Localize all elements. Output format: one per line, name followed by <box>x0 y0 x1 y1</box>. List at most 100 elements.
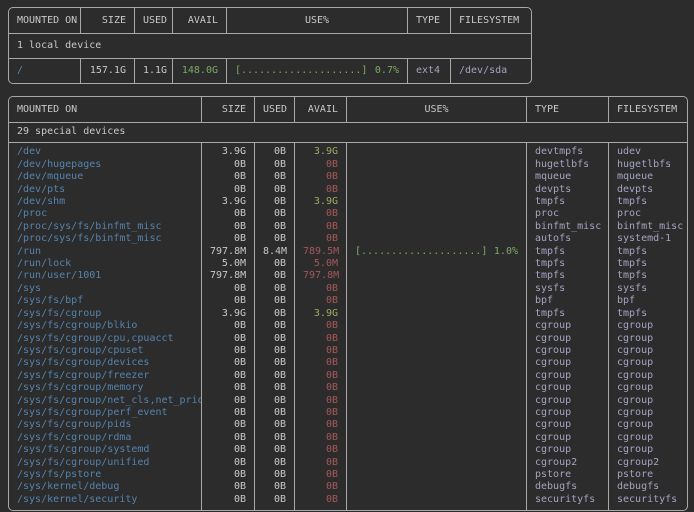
table-row: /sys/fs/cgroup/freezer 0B 0B 0B cgroup c… <box>9 369 687 383</box>
use-percent-cell <box>346 233 526 246</box>
use-percent-cell <box>346 481 526 494</box>
type-cell: cgroup <box>526 406 608 420</box>
avail-cell: 0B <box>294 220 346 234</box>
mount-point-cell: /sys/fs/cgroup/unified <box>17 456 150 468</box>
size-cell: 0B <box>201 493 254 511</box>
table-row: /sys/fs/cgroup/cpu,cpuacct 0B 0B 0B cgro… <box>9 332 687 345</box>
use-percent-cell <box>346 382 526 395</box>
table-row: / 157.1G 1.1G 148.0G [..................… <box>9 59 531 83</box>
used-cell: 0B <box>254 493 294 511</box>
filesystem-cell: tmpfs <box>608 270 687 283</box>
use-percent-cell <box>346 258 526 271</box>
avail-cell: 0B <box>294 431 346 445</box>
mount-point-cell: /sys/fs/cgroup/net_cls,net_prio <box>17 394 201 406</box>
used-cell: 0B <box>254 344 294 358</box>
filesystem-cell: cgroup <box>608 394 687 407</box>
used-cell: 0B <box>254 357 294 370</box>
use-percent-cell <box>346 456 526 469</box>
filesystem-cell: cgroup <box>608 332 687 345</box>
avail-cell: 3.9G <box>294 143 346 159</box>
avail-cell: 0B <box>294 369 346 383</box>
use-percent-cell <box>346 208 526 221</box>
column-header-use-percent: USE% <box>346 97 526 123</box>
filesystem-cell: tmpfs <box>608 196 687 209</box>
use-percent-cell <box>346 270 526 283</box>
use-percent-cell <box>346 369 526 383</box>
mount-point-cell: /dev/shm <box>17 196 66 208</box>
avail-cell: 5.0M <box>294 258 346 271</box>
table-row: /sys/fs/cgroup/perf_event 0B 0B 0B cgrou… <box>9 406 687 420</box>
used-cell: 0B <box>254 456 294 469</box>
used-cell: 0B <box>254 233 294 246</box>
mount-point-cell: /run/user/1001 <box>17 270 102 282</box>
table-row: /dev/pts 0B 0B 0B devpts devpts <box>9 183 687 197</box>
table-row: /sys/fs/cgroup 3.9G 0B 3.9G tmpfs tmpfs <box>9 307 687 321</box>
filesystem-cell: cgroup <box>608 369 687 383</box>
filesystem-cell: binfmt_misc <box>608 220 687 234</box>
table-row: /sys/kernel/debug 0B 0B 0B debugfs debug… <box>9 481 687 494</box>
table-row: /dev 3.9G 0B 3.9G devtmpfs udev <box>9 143 687 159</box>
table-row: /sys/fs/cgroup/unified 0B 0B 0B cgroup2 … <box>9 456 687 469</box>
size-cell: 0B <box>201 158 254 172</box>
filesystem-cell: proc <box>608 208 687 221</box>
type-cell: tmpfs <box>526 258 608 271</box>
column-header-used: USED <box>134 8 172 34</box>
type-cell: cgroup <box>526 344 608 358</box>
table-row: /sys/fs/cgroup/blkio 0B 0B 0B cgroup cgr… <box>9 320 687 333</box>
avail-cell: 0B <box>294 183 346 197</box>
used-cell: 0B <box>254 481 294 494</box>
mount-point-cell: /dev <box>17 146 42 158</box>
size-cell: 0B <box>201 419 254 432</box>
size-cell: 0B <box>201 468 254 482</box>
special-table-title-row: 29 special devices <box>9 123 687 144</box>
column-header-size: SIZE <box>80 8 134 34</box>
mount-point-cell: /sys/fs/cgroup/memory <box>17 382 144 394</box>
filesystem-cell: cgroup2 <box>608 456 687 469</box>
mount-point-cell: /sys <box>17 282 42 294</box>
mount-point-cell: /dev/hugepages <box>17 158 102 170</box>
column-header-filesystem: FILESYSTEM <box>450 8 531 34</box>
type-cell: debugfs <box>526 481 608 494</box>
avail-cell: 0B <box>294 332 346 345</box>
filesystem-cell: cgroup <box>608 444 687 457</box>
local-table-title-row: 1 local device <box>9 34 531 59</box>
used-cell: 0B <box>254 431 294 445</box>
use-percent-cell <box>346 394 526 407</box>
avail-cell: 0B <box>294 295 346 308</box>
use-percent-cell <box>346 196 526 209</box>
special-devices-table: 29 special devices MOUNTED ON SIZE USED … <box>8 96 688 512</box>
used-cell: 0B <box>254 282 294 296</box>
size-cell: 0B <box>201 295 254 308</box>
avail-cell: 0B <box>294 456 346 469</box>
filesystem-cell: pstore <box>608 468 687 482</box>
filesystem-cell: systemd-1 <box>608 233 687 246</box>
avail-cell: 0B <box>294 493 346 511</box>
type-cell: cgroup <box>526 382 608 395</box>
avail-cell: 0B <box>294 481 346 494</box>
mount-point-cell: /sys/fs/pstore <box>17 468 102 480</box>
mount-point-cell: /sys/fs/cgroup/cpu,cpuacct <box>17 332 174 344</box>
used-cell: 0B <box>254 382 294 395</box>
size-cell: 797.8M <box>201 270 254 283</box>
table-row: /run/lock 5.0M 0B 5.0M tmpfs tmpfs <box>9 258 687 271</box>
filesystem-cell: tmpfs <box>608 258 687 271</box>
column-header-avail: AVAIL <box>172 8 226 34</box>
mount-point-cell: /sys/kernel/security <box>17 493 138 505</box>
type-cell: binfmt_misc <box>526 220 608 234</box>
table-row: /run 797.8M 8.4M 789.5M [...............… <box>9 245 687 259</box>
size-cell: 3.9G <box>201 196 254 209</box>
type-cell: tmpfs <box>526 196 608 209</box>
type-cell: securityfs <box>526 493 608 511</box>
size-cell: 3.9G <box>201 143 254 159</box>
column-header-size: SIZE <box>201 97 254 123</box>
type-cell: cgroup <box>526 419 608 432</box>
type-cell: devtmpfs <box>526 143 608 159</box>
table-row: /proc/sys/fs/binfmt_misc 0B 0B 0B autofs… <box>9 233 687 246</box>
type-cell: tmpfs <box>526 307 608 321</box>
filesystem-cell: securityfs <box>608 493 687 511</box>
column-header-mounted-on: MOUNTED ON <box>9 97 201 123</box>
filesystem-cell: udev <box>608 143 687 159</box>
mount-point-cell: /sys/fs/cgroup/systemd <box>17 444 150 456</box>
size-cell: 0B <box>201 431 254 445</box>
